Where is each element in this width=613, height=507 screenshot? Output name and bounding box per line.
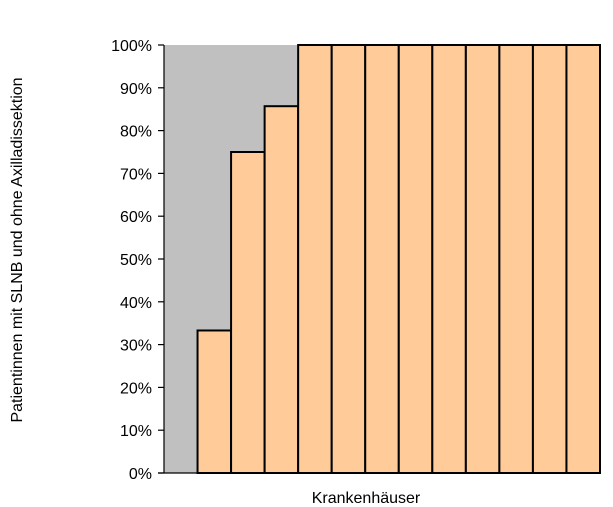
y-tick-label: 80%: [120, 124, 152, 141]
bar-group: [196, 44, 602, 475]
y-tick-label: 60%: [120, 209, 152, 226]
y-tick-label: 70%: [120, 166, 152, 183]
bar-10: [464, 44, 501, 474]
y-axis-title: Patientinnen mit SLNB und ohne Axilladis…: [9, 77, 26, 422]
y-tick-label: 0%: [129, 466, 152, 483]
bar-12: [531, 44, 568, 474]
bar-4: [263, 105, 300, 474]
y-tick-label: 30%: [120, 338, 152, 355]
y-tick-label: 20%: [120, 380, 152, 397]
bar-8: [397, 44, 434, 474]
bar-5: [297, 44, 333, 474]
y-tick-label: 90%: [120, 81, 152, 98]
bar-6: [330, 44, 367, 474]
bar-3: [230, 151, 266, 474]
y-tick-label: 100%: [111, 38, 152, 55]
y-tick-label: 10%: [120, 423, 152, 440]
bar-7: [364, 44, 400, 474]
bar-9: [431, 44, 467, 474]
y-tick-label: 50%: [120, 252, 152, 269]
bar-11: [498, 44, 534, 474]
bar-2: [196, 329, 233, 475]
y-tick-label: 40%: [120, 295, 152, 312]
y-tick-group: 0% 10% 20% 30% 40% 50% 60% 70% 80% 90% 100%: [111, 38, 164, 483]
bar-13: [565, 44, 602, 474]
x-axis-title: Krankenhäuser: [312, 490, 421, 507]
